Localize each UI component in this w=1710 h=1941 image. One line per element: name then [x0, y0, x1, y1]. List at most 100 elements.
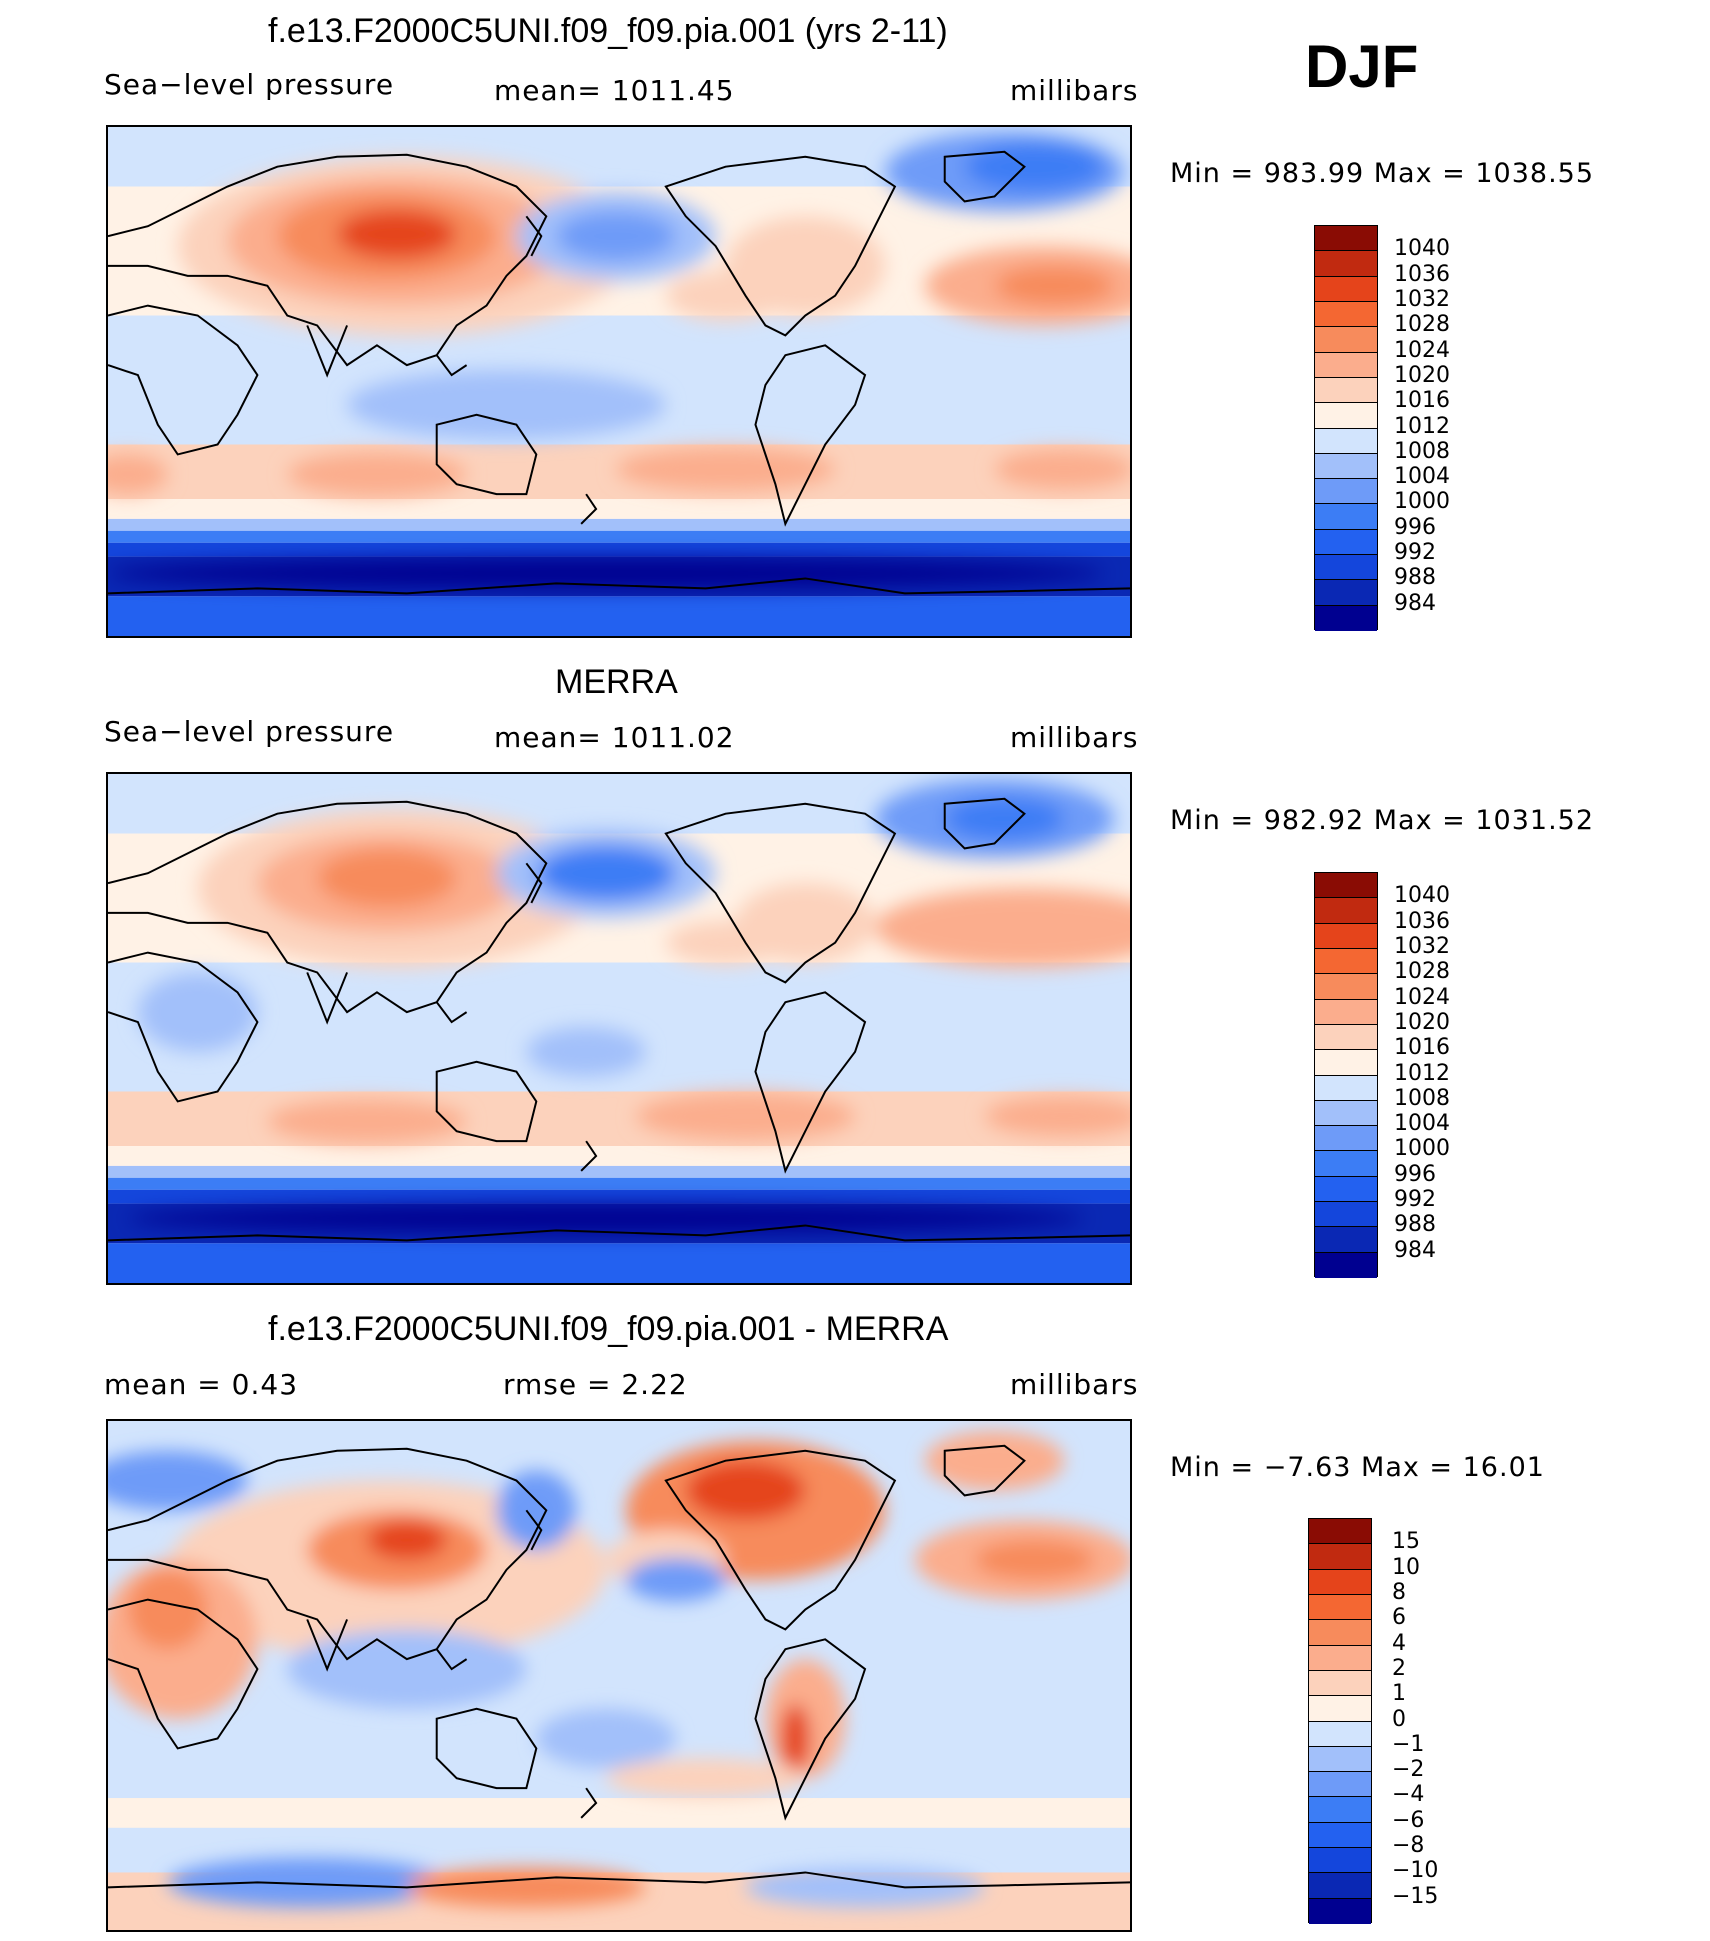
colorbar-segment	[1315, 504, 1377, 530]
colorbar-segment	[1315, 1176, 1377, 1203]
colorbar-tick-label: 4	[1392, 1630, 1406, 1656]
colorbar-tick-label: 984	[1394, 1237, 1436, 1263]
colorbar-segment	[1309, 1696, 1371, 1722]
colorbar-segment	[1309, 1519, 1371, 1545]
panel-1-mean-label: mean= 1011.45	[494, 74, 735, 107]
panel-2-units-label: millibars	[1010, 721, 1139, 754]
colorbar-tick-label: 1040	[1394, 236, 1450, 262]
colorbar-segment	[1315, 1252, 1377, 1278]
colorbar-tick-label: 1008	[1394, 438, 1450, 464]
colorbar-tick-label: 15	[1392, 1529, 1420, 1555]
colorbar-segment	[1315, 974, 1377, 1000]
colorbar-segment	[1315, 251, 1377, 277]
colorbar-segment	[1309, 1822, 1371, 1849]
colorbar-segment	[1309, 1721, 1371, 1747]
panel-2-title: MERRA	[555, 663, 678, 701]
colorbar-tick-label: 1032	[1394, 933, 1450, 959]
colorbar-segment	[1309, 1898, 1371, 1924]
colorbar-tick-label: 988	[1394, 1212, 1436, 1238]
colorbar-segment	[1315, 1050, 1377, 1076]
colorbar-segment	[1315, 301, 1377, 328]
panel-2-variable-label: Sea−level pressure	[104, 715, 395, 748]
panel-2-minmax: Min = 982.92 Max = 1031.52	[1170, 805, 1595, 836]
colorbar-tick-label: −1	[1392, 1731, 1425, 1757]
colorbar-segment	[1315, 1075, 1377, 1101]
panel-1-units-label: millibars	[1010, 74, 1139, 107]
colorbar-tick-label: 10	[1392, 1554, 1420, 1580]
colorbar-segment	[1315, 1100, 1377, 1127]
colorbar-tick-label: 1032	[1394, 286, 1450, 312]
colorbar-segment	[1315, 580, 1377, 606]
colorbar-segment	[1315, 605, 1377, 631]
colorbar-segment	[1315, 453, 1377, 480]
colorbar-segment	[1309, 1746, 1371, 1773]
colorbar-tick-label: 0	[1392, 1706, 1406, 1732]
colorbar-tick-label: 1008	[1394, 1085, 1450, 1111]
colorbar-segment	[1309, 1620, 1371, 1646]
colorbar-segment	[1315, 377, 1377, 404]
colorbar-segment	[1315, 327, 1377, 353]
colorbar-tick-label: 1040	[1394, 883, 1450, 909]
colorbar-tick-label: 1020	[1394, 1009, 1450, 1035]
colorbar-segment	[1309, 1544, 1371, 1570]
colorbar-segment	[1315, 555, 1377, 581]
colorbar-segment	[1309, 1797, 1371, 1823]
colorbar-tick-label: −6	[1392, 1807, 1425, 1833]
colorbar-segment	[1309, 1645, 1371, 1671]
colorbar-tick-label: 1000	[1394, 489, 1450, 515]
panel-1-minmax: Min = 983.99 Max = 1038.55	[1170, 158, 1595, 189]
panel-2-map-svg	[108, 774, 1130, 1283]
colorbar-tick-label: 1	[1392, 1681, 1406, 1707]
panel-1-map-svg	[108, 127, 1130, 636]
colorbar-tick-label: 1028	[1394, 959, 1450, 985]
panel-2-mean-label: mean= 1011.02	[494, 721, 735, 754]
colorbar-tick-label: 1024	[1394, 984, 1450, 1010]
panel-3-title: f.e13.F2000C5UNI.f09_f09.pia.001 - MERRA	[268, 1310, 949, 1348]
colorbar-tick-label: −8	[1392, 1833, 1425, 1859]
panel-3-mean-label: mean = 0.43	[104, 1368, 299, 1401]
panel-3-minmax: Min = −7.63 Max = 16.01	[1170, 1452, 1545, 1483]
colorbar-tick-label: 996	[1394, 514, 1436, 540]
panel-3-units-label: millibars	[1010, 1368, 1139, 1401]
colorbar-segment	[1315, 1126, 1377, 1152]
colorbar-tick-label: 2	[1392, 1655, 1406, 1681]
colorbar-tick-label: 1016	[1394, 1035, 1450, 1061]
colorbar-segment	[1315, 1024, 1377, 1051]
colorbar-tick-label: −10	[1392, 1858, 1439, 1884]
panel-3-colorbar-box	[1308, 1518, 1372, 1924]
colorbar-tick-label: 1028	[1394, 312, 1450, 338]
colorbar-segment	[1315, 1202, 1377, 1228]
colorbar-tick-label: 992	[1394, 540, 1436, 566]
colorbar-segment	[1309, 1594, 1371, 1621]
colorbar-tick-label: 1016	[1394, 388, 1450, 414]
colorbar-tick-label: 1012	[1394, 413, 1450, 439]
colorbar-segment	[1315, 529, 1377, 556]
colorbar-tick-label: 996	[1394, 1161, 1436, 1187]
colorbar-tick-label: 1004	[1394, 464, 1450, 490]
colorbar-tick-label: 1020	[1394, 362, 1450, 388]
season-label: DJF	[1305, 33, 1419, 100]
colorbar-tick-label: 6	[1392, 1605, 1406, 1631]
colorbar-segment	[1315, 898, 1377, 924]
colorbar-tick-label: 1024	[1394, 337, 1450, 363]
colorbar-segment	[1315, 999, 1377, 1025]
panel-2-map	[106, 772, 1132, 1285]
colorbar-tick-label: −4	[1392, 1782, 1425, 1808]
colorbar-segment	[1309, 1569, 1371, 1595]
colorbar-segment	[1315, 948, 1377, 975]
colorbar-tick-label: 1000	[1394, 1136, 1450, 1162]
panel-2-colorbar-box	[1314, 872, 1378, 1278]
colorbar-tick-label: 1012	[1394, 1060, 1450, 1086]
panel-3-map-svg	[108, 1421, 1130, 1930]
colorbar-tick-label: −15	[1392, 1883, 1439, 1909]
colorbar-segment	[1309, 1873, 1371, 1899]
colorbar-tick-label: 988	[1394, 565, 1436, 591]
panel-3-map	[106, 1419, 1132, 1932]
colorbar-segment	[1315, 403, 1377, 429]
colorbar-segment	[1315, 226, 1377, 252]
panel-1-map	[106, 125, 1132, 638]
colorbar-segment	[1315, 923, 1377, 949]
colorbar-tick-label: 1036	[1394, 261, 1450, 287]
colorbar-segment	[1309, 1772, 1371, 1798]
colorbar-segment	[1315, 1227, 1377, 1253]
